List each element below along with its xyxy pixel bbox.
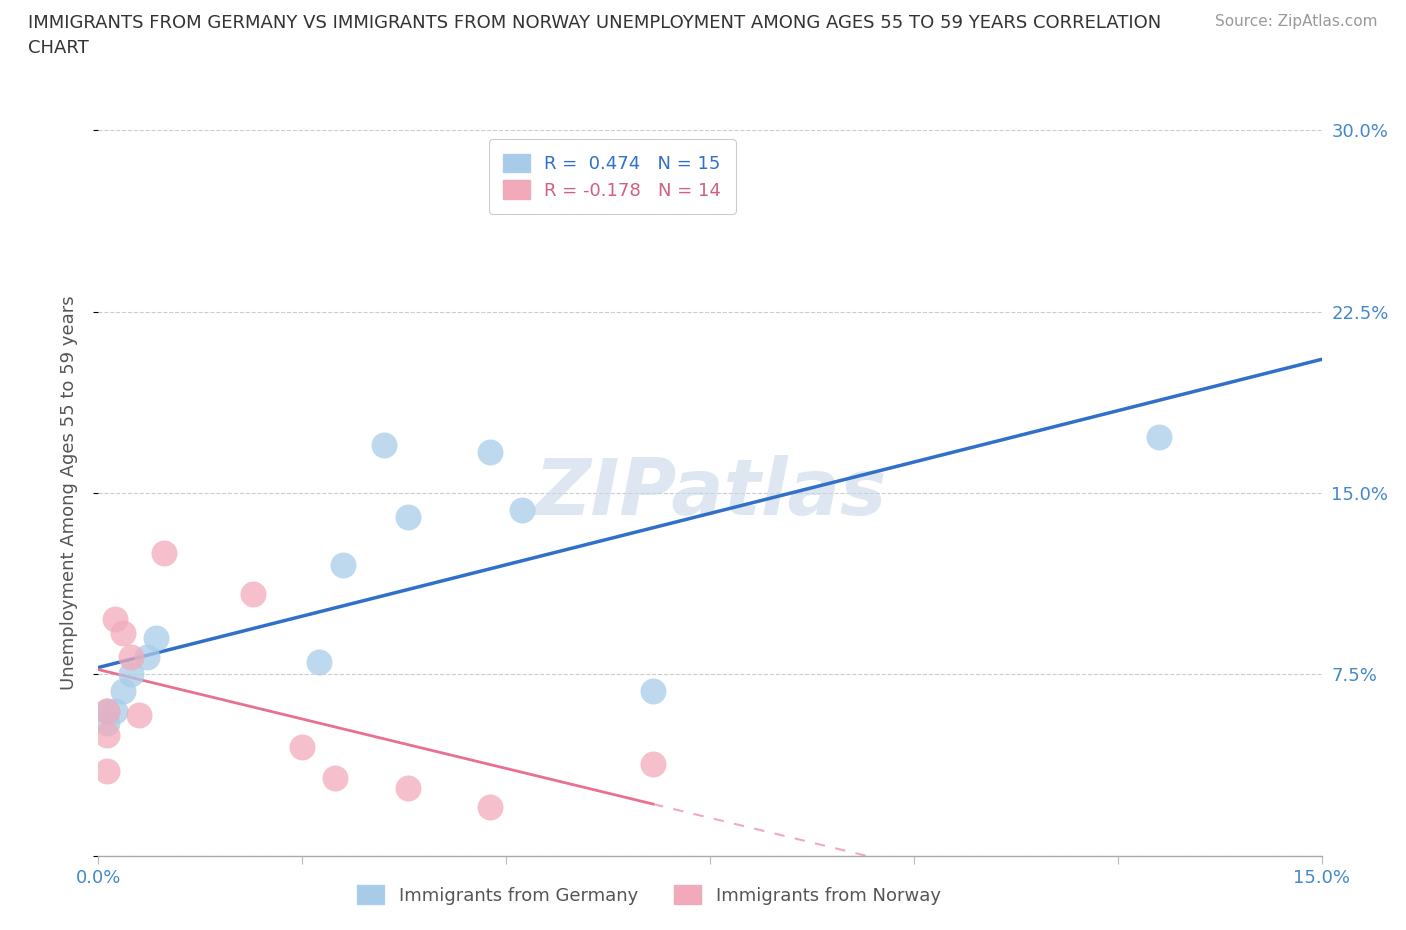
Point: [145, 631, 167, 645]
Legend: Immigrants from Germany, Immigrants from Norway: Immigrants from Germany, Immigrants from…: [350, 878, 948, 911]
Point: [396, 780, 419, 795]
Point: [641, 684, 664, 698]
Point: [242, 587, 264, 602]
Point: [396, 510, 419, 525]
Point: [152, 546, 174, 561]
Point: [1147, 430, 1170, 445]
Point: [641, 756, 664, 771]
Point: [111, 626, 134, 641]
Point: [478, 800, 501, 815]
Point: [96, 727, 118, 742]
Point: [96, 715, 118, 730]
Point: [308, 655, 330, 670]
Point: [332, 558, 354, 573]
Point: [96, 764, 118, 778]
Point: [136, 650, 159, 665]
Point: [104, 703, 127, 718]
Point: [373, 437, 395, 452]
Y-axis label: Unemployment Among Ages 55 to 59 years: Unemployment Among Ages 55 to 59 years: [59, 296, 77, 690]
Text: CHART: CHART: [28, 39, 89, 57]
Point: [111, 684, 134, 698]
Point: [291, 739, 314, 754]
Point: [478, 445, 501, 459]
Point: [323, 771, 346, 786]
Point: [128, 708, 150, 723]
Point: [104, 611, 127, 626]
Point: [96, 703, 118, 718]
Point: [512, 502, 534, 517]
Point: [96, 703, 118, 718]
Text: ZIPatlas: ZIPatlas: [534, 455, 886, 531]
Text: IMMIGRANTS FROM GERMANY VS IMMIGRANTS FROM NORWAY UNEMPLOYMENT AMONG AGES 55 TO : IMMIGRANTS FROM GERMANY VS IMMIGRANTS FR…: [28, 14, 1161, 32]
Point: [120, 650, 142, 665]
Text: Source: ZipAtlas.com: Source: ZipAtlas.com: [1215, 14, 1378, 29]
Point: [120, 667, 142, 682]
